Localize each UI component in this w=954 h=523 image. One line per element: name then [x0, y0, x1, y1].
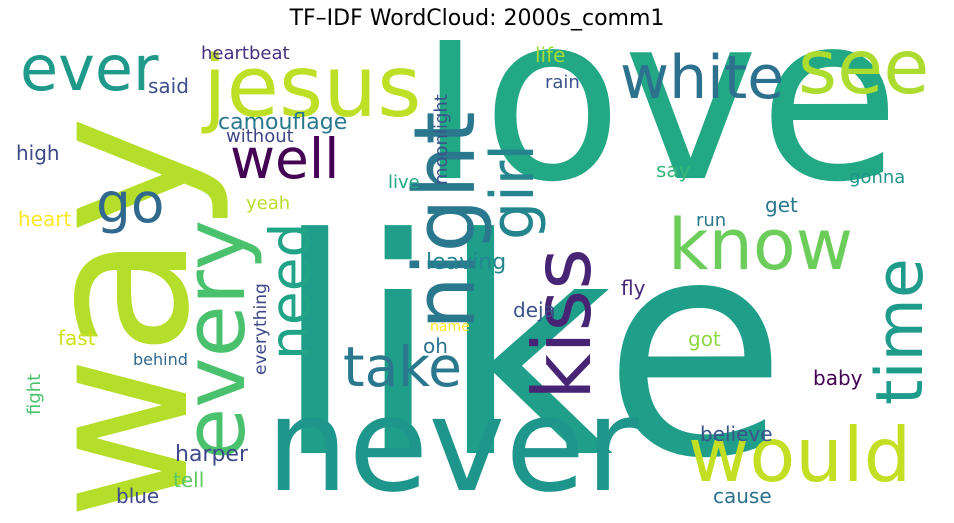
word-know: know [668, 204, 853, 286]
word-behind: behind [133, 350, 188, 369]
word-high: high [16, 141, 60, 165]
word-camouflage: camouflage [218, 110, 348, 135]
word-like: like [273, 175, 788, 512]
word-leaving: leaving [426, 250, 507, 275]
word-oh: oh [423, 334, 448, 358]
word-tell: tell [173, 468, 205, 492]
word-say: say [656, 158, 691, 182]
word-girl: girl [478, 143, 548, 240]
word-white: white [620, 43, 785, 113]
word-got: got [688, 327, 721, 351]
word-everything: everything [251, 283, 271, 375]
word-fly: fly [621, 276, 646, 300]
word-jesus: jesus [203, 40, 422, 137]
word-yeah: yeah [246, 193, 291, 214]
word-run: run [696, 210, 727, 231]
word-baby: baby [813, 366, 863, 390]
word-without: without [226, 126, 294, 147]
word-well: well [230, 127, 340, 191]
word-name: name [430, 319, 470, 335]
word-blue: blue [116, 484, 160, 508]
word-believe: believe [700, 422, 773, 446]
word-said: said [148, 74, 189, 98]
word-see: see [798, 40, 930, 111]
word-harper: harper [175, 442, 249, 467]
word-take: take [343, 335, 462, 399]
word-gonna: gonna [849, 167, 906, 188]
word-heart: heart [18, 207, 72, 231]
word-cause: cause [713, 484, 772, 508]
word-ever: ever [20, 40, 159, 105]
word-fast: fast [58, 326, 96, 350]
word-life: life [535, 43, 566, 67]
word-cloud: like love way never jesus night every kiss would… [8, 40, 946, 512]
word-rain: rain [545, 72, 580, 93]
word-deja: deja [513, 298, 556, 322]
word-love: love [418, 40, 901, 233]
word-every: every [166, 219, 265, 460]
word-would: would [688, 411, 912, 499]
word-never: never [266, 369, 639, 512]
word-heartbeat: heartbeat [201, 43, 290, 64]
word-live: live [388, 172, 420, 193]
word-go: go [96, 171, 165, 235]
chart-title: TF–IDF WordCloud: 2000s_comm1 [289, 6, 665, 31]
word-need: need [258, 222, 322, 360]
word-get: get [765, 193, 798, 217]
word-fight: fight [24, 373, 45, 415]
word-moonlight: moonlight [431, 94, 452, 185]
word-kiss: kiss [516, 248, 609, 400]
word-time: time [863, 258, 938, 405]
